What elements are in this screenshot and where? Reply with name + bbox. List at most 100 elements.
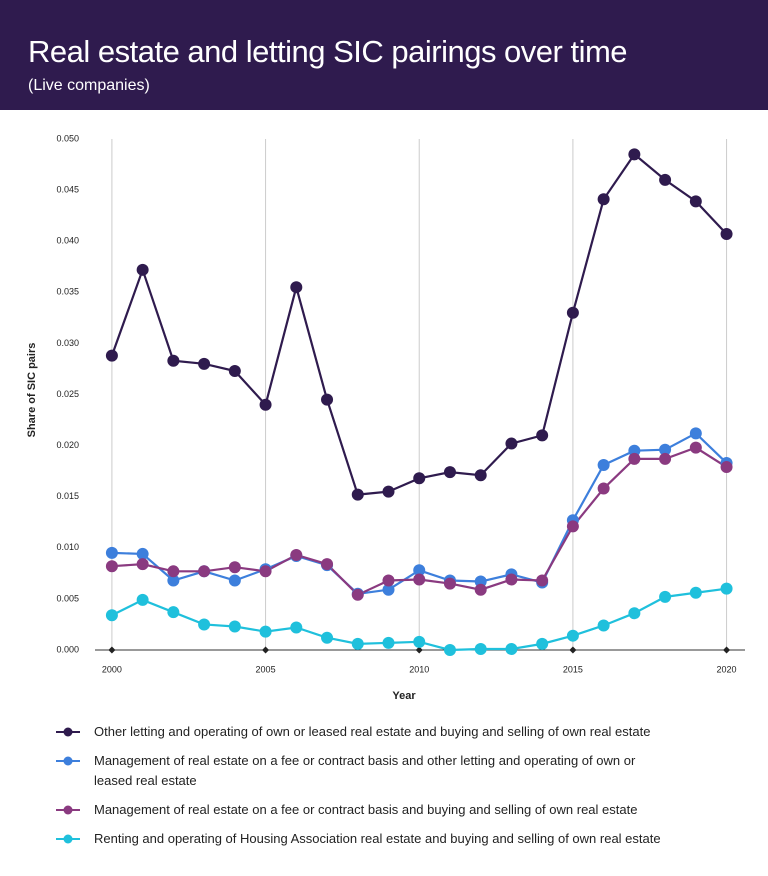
legend: Other letting and operating of own or le…	[56, 722, 736, 858]
data-point	[597, 459, 610, 472]
data-point	[105, 546, 118, 559]
data-point	[597, 193, 610, 206]
data-point	[228, 620, 241, 633]
data-point	[321, 393, 334, 406]
data-point	[382, 583, 395, 596]
data-point	[505, 437, 518, 450]
y-tick-label: 0.020	[56, 440, 79, 450]
data-point	[689, 427, 702, 440]
y-tick-label: 0.010	[56, 542, 79, 552]
data-point	[136, 593, 149, 606]
data-point	[659, 173, 672, 186]
legend-item: Management of real estate on a fee or co…	[56, 751, 736, 791]
data-point	[382, 574, 395, 587]
data-point	[413, 564, 426, 577]
tick-mark	[108, 646, 116, 654]
data-point	[198, 357, 211, 370]
legend-item: Management of real estate on a fee or co…	[56, 800, 736, 820]
data-point	[505, 573, 518, 586]
data-point	[228, 574, 241, 587]
y-tick-label: 0.005	[56, 593, 79, 603]
data-point	[505, 642, 518, 655]
tick-mark	[723, 646, 731, 654]
legend-item: Renting and operating of Housing Associa…	[56, 829, 736, 849]
data-point	[474, 469, 487, 482]
legend-swatch-dot	[63, 805, 73, 815]
data-point	[720, 228, 733, 241]
y-tick-label: 0.045	[56, 184, 79, 194]
data-point	[351, 488, 364, 501]
data-point	[474, 583, 487, 596]
legend-swatch-dot	[63, 727, 73, 737]
y-tick-label: 0.035	[56, 287, 79, 297]
data-point	[136, 263, 149, 276]
x-tick-label: 2000	[102, 664, 122, 674]
legend-swatch	[56, 756, 80, 766]
data-point	[259, 398, 272, 411]
x-tick-label: 2010	[409, 664, 429, 674]
legend-swatch-dot	[63, 834, 73, 844]
data-point	[351, 588, 364, 601]
data-point	[290, 548, 303, 561]
data-point	[228, 561, 241, 574]
y-axis-label: Share of SIC pairs	[26, 343, 38, 438]
data-point	[198, 565, 211, 578]
data-point	[290, 281, 303, 294]
data-point	[167, 565, 180, 578]
x-axis-label: Year	[392, 690, 416, 702]
y-tick-label: 0.040	[56, 236, 79, 246]
data-point	[105, 560, 118, 573]
data-point	[413, 635, 426, 648]
tick-mark	[415, 646, 423, 654]
data-point	[382, 485, 395, 498]
data-point	[321, 631, 334, 644]
data-point	[443, 466, 456, 479]
data-point	[136, 547, 149, 560]
tick-mark	[262, 646, 270, 654]
data-point	[474, 642, 487, 655]
chart-subtitle: (Live companies)	[28, 77, 150, 94]
data-point	[628, 607, 641, 620]
data-point	[290, 621, 303, 634]
data-point	[566, 306, 579, 319]
x-tick-label: 2020	[717, 664, 737, 674]
legend-swatch-dot	[63, 756, 73, 766]
data-point	[167, 606, 180, 619]
data-point	[321, 558, 334, 571]
legend-label: Renting and operating of Housing Associa…	[94, 831, 661, 846]
y-tick-label: 0.015	[56, 491, 79, 501]
x-tick-label: 2015	[563, 664, 583, 674]
legend-swatch	[56, 834, 80, 844]
data-point	[136, 558, 149, 571]
data-point	[443, 644, 456, 656]
data-point	[659, 590, 672, 603]
data-point	[228, 364, 241, 377]
data-point	[351, 637, 364, 650]
data-point	[659, 452, 672, 465]
data-point	[689, 195, 702, 208]
y-tick-label: 0.000	[56, 644, 79, 654]
data-point	[413, 573, 426, 586]
legend-label: Management of real estate on a fee or co…	[94, 753, 636, 788]
x-tick-label: 2005	[256, 664, 276, 674]
data-point	[259, 625, 272, 638]
data-point	[720, 582, 733, 595]
data-point	[105, 349, 118, 362]
data-point	[443, 577, 456, 590]
data-point	[198, 618, 211, 631]
data-point	[597, 482, 610, 495]
data-point	[536, 637, 549, 650]
chart: Share of SIC pairs Year 0.000 0.005 0.010 0…	[26, 133, 745, 702]
data-point	[597, 619, 610, 632]
legend-swatch	[56, 727, 80, 737]
data-point	[167, 574, 180, 587]
chart-title: Real estate and letting SIC pairings ove…	[28, 34, 628, 69]
data-point	[566, 629, 579, 642]
data-point	[105, 609, 118, 622]
y-tick-label: 0.030	[56, 338, 79, 348]
y-tick-label: 0.050	[56, 133, 79, 143]
data-point	[628, 452, 641, 465]
data-point	[566, 520, 579, 533]
data-point	[536, 574, 549, 587]
